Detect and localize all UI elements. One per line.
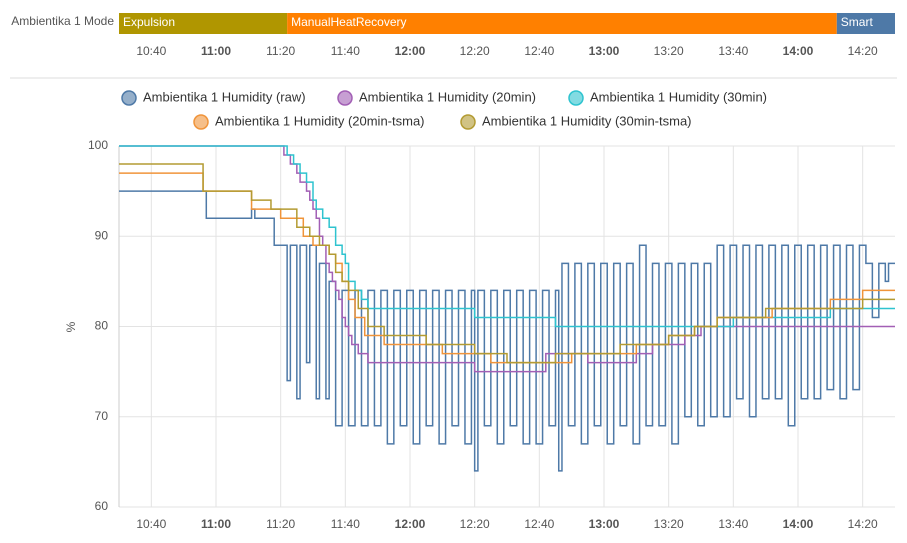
humidity-line xyxy=(119,190,895,472)
y-tick-label: 80 xyxy=(95,319,109,333)
humidity-line xyxy=(119,145,895,373)
x-tick-label: 12:20 xyxy=(460,517,490,531)
x-tick-label: 14:00 xyxy=(783,517,814,531)
legend-label[interactable]: Ambientika 1 Humidity (raw) xyxy=(143,89,306,104)
humidity-line xyxy=(119,172,895,364)
x-tick-label: 11:20 xyxy=(266,44,295,58)
x-tick-label: 12:00 xyxy=(395,517,426,531)
y-tick-label: 90 xyxy=(95,228,109,242)
x-tick-label: 13:00 xyxy=(589,517,620,531)
x-tick-label: 12:40 xyxy=(524,44,554,58)
x-tick-label: 13:40 xyxy=(718,44,748,58)
x-tick-label: 12:20 xyxy=(460,44,490,58)
x-tick-label: 11:00 xyxy=(201,44,231,58)
mode-segment xyxy=(287,13,837,34)
x-tick-label: 13:20 xyxy=(654,44,684,58)
x-tick-label: 10:40 xyxy=(136,44,166,58)
legend-marker[interactable] xyxy=(568,90,584,106)
y-tick-label: 100 xyxy=(88,138,108,152)
x-tick-label: 14:20 xyxy=(848,44,878,58)
legend-label[interactable]: Ambientika 1 Humidity (30min-tsma) xyxy=(482,113,692,128)
humidity-line xyxy=(119,145,895,328)
humidity-line xyxy=(119,163,895,364)
mode-segment xyxy=(119,13,288,34)
mode-segment xyxy=(836,13,895,34)
y-tick-label: 70 xyxy=(95,409,109,423)
mode-label: Smart xyxy=(841,15,874,29)
x-tick-label: 12:00 xyxy=(395,44,426,58)
x-tick-label: 11:40 xyxy=(331,44,360,58)
legend-label[interactable]: Ambientika 1 Humidity (20min) xyxy=(359,89,536,104)
mode-label: Expulsion xyxy=(123,15,175,29)
legend-label[interactable]: Ambientika 1 Humidity (20min-tsma) xyxy=(215,113,425,128)
x-tick-label: 11:00 xyxy=(201,517,231,531)
mode-label: ManualHeatRecovery xyxy=(291,15,406,29)
legend-marker[interactable] xyxy=(460,114,476,130)
timeline-label: Ambientika 1 Mode xyxy=(11,14,114,28)
legend-label[interactable]: Ambientika 1 Humidity (30min) xyxy=(590,89,767,104)
legend-marker[interactable] xyxy=(193,114,209,130)
x-tick-label: 12:40 xyxy=(524,517,554,531)
x-tick-label: 14:00 xyxy=(783,44,814,58)
x-tick-label: 14:20 xyxy=(848,517,878,531)
legend-marker[interactable] xyxy=(121,90,137,106)
y-tick-label: 60 xyxy=(95,499,109,513)
x-tick-label: 10:40 xyxy=(136,517,166,531)
x-tick-label: 11:40 xyxy=(331,517,360,531)
y-axis-label: % xyxy=(64,321,78,332)
x-tick-label: 13:00 xyxy=(589,44,620,58)
x-tick-label: 11:20 xyxy=(266,517,295,531)
x-tick-label: 13:40 xyxy=(718,517,748,531)
legend-marker[interactable] xyxy=(337,90,353,106)
x-tick-label: 13:20 xyxy=(654,517,684,531)
